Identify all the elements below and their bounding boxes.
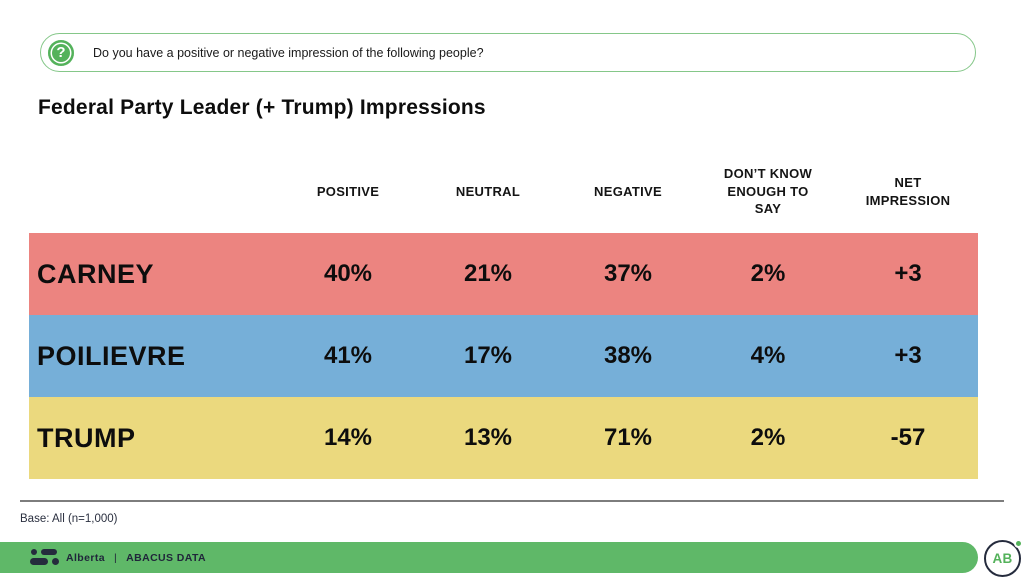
table-cell: 4% bbox=[750, 342, 786, 369]
ab-badge-text: AB bbox=[992, 551, 1013, 566]
table-cell: 37% bbox=[603, 260, 653, 287]
base-note: Base: All (n=1,000) bbox=[20, 513, 118, 525]
ab-badge-icon: AB bbox=[984, 540, 1021, 577]
table-cell: +3 bbox=[894, 260, 922, 287]
column-header-neutral: NEUTRAL bbox=[455, 183, 521, 199]
table-cell: 2% bbox=[750, 260, 786, 287]
question-bubble-icon: ? bbox=[48, 39, 74, 66]
table-cell: -57 bbox=[890, 424, 926, 451]
table-row-carney: CARNEY 40% 21% 37% 2% +3 bbox=[29, 233, 978, 315]
column-header-net-impression: NET IMPRESSION bbox=[865, 174, 951, 208]
impressions-table: POSITIVE NEUTRAL NEGATIVE DON’T KNOW ENO… bbox=[29, 150, 978, 479]
footer-region-label: Alberta bbox=[66, 551, 105, 564]
table-row-trump: TRUMP 14% 13% 71% 2% -57 bbox=[29, 397, 978, 479]
footer-brand-text: Alberta | ABACUS DATA bbox=[66, 542, 206, 573]
table-row-poilievre: POILIEVRE 41% 17% 38% 4% +3 bbox=[29, 315, 978, 397]
table-cell: 14% bbox=[323, 424, 373, 451]
table-cell: +3 bbox=[894, 342, 922, 369]
table-cell: 38% bbox=[603, 342, 653, 369]
abacus-logo-icon bbox=[30, 548, 59, 566]
footer-bar: Alberta | ABACUS DATA bbox=[0, 542, 978, 573]
ab-badge-dot bbox=[1016, 541, 1021, 546]
table-cell: 2% bbox=[750, 424, 786, 451]
column-header-positive: POSITIVE bbox=[316, 183, 380, 199]
column-header-negative: NEGATIVE bbox=[594, 183, 662, 199]
table-cell: 17% bbox=[463, 342, 513, 369]
table-cell: 40% bbox=[323, 260, 373, 287]
column-header-dont-know: DON’T KNOW ENOUGH TO SAY bbox=[723, 166, 813, 217]
question-banner: ? Do you have a positive or negative imp… bbox=[40, 33, 976, 72]
table-header-row: POSITIVE NEUTRAL NEGATIVE DON’T KNOW ENO… bbox=[29, 150, 978, 233]
footer-separator: | bbox=[113, 551, 118, 564]
table-cell: 71% bbox=[603, 424, 653, 451]
page-title: Federal Party Leader (+ Trump) Impressio… bbox=[38, 96, 486, 119]
footer-brand-name: ABACUS DATA bbox=[126, 551, 206, 564]
row-label: CARNEY bbox=[37, 258, 155, 289]
question-text: Do you have a positive or negative impre… bbox=[93, 45, 484, 60]
footnote-divider bbox=[20, 500, 1004, 502]
table-cell: 41% bbox=[323, 342, 373, 369]
row-label: POILIEVRE bbox=[37, 340, 186, 371]
table-cell: 21% bbox=[463, 260, 513, 287]
table-cell: 13% bbox=[463, 424, 513, 451]
row-label: TRUMP bbox=[37, 422, 136, 453]
